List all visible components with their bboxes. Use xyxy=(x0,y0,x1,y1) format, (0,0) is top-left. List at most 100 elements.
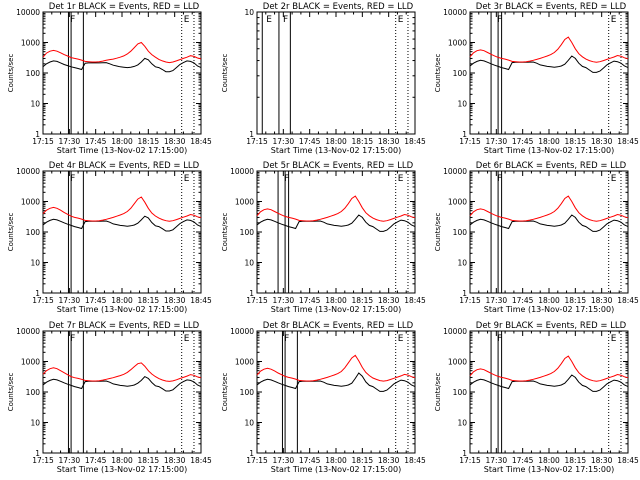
y-tick-label: 1000 xyxy=(235,358,254,367)
events-series-line xyxy=(42,375,202,392)
x-tick-label: 18:15 xyxy=(138,456,160,465)
x-tick-label: 18:45 xyxy=(404,137,426,146)
detector-panel: Det 4r BLACK = Events, RED = LLD 1 10 100 10… xyxy=(7,161,212,314)
y-tick-label: 10 xyxy=(244,8,254,17)
y-tick-label: 1 xyxy=(35,130,40,139)
x-tick-label: 17:15 xyxy=(246,137,268,146)
y-tick-label: 10000 xyxy=(230,167,254,176)
x-tick-label: 18:30 xyxy=(378,296,400,305)
x-axis-label: Start Time (13-Nov-02 17:15:00) xyxy=(57,305,187,314)
x-tick-label: 18:30 xyxy=(164,296,186,305)
event-flag: F xyxy=(70,174,75,184)
event-flag: F xyxy=(497,334,502,344)
y-tick-label: 10 xyxy=(244,419,254,428)
x-tick-label: 18:15 xyxy=(565,296,587,305)
events-series-line xyxy=(42,57,202,73)
y-tick-label: 10 xyxy=(457,100,467,109)
y-axis-label: Counts/sec xyxy=(221,213,229,252)
event-flag: E xyxy=(184,174,190,184)
x-tick-label: 17:15 xyxy=(459,456,481,465)
y-axis-label: Counts/sec xyxy=(434,373,442,412)
y-axis-label: Counts/sec xyxy=(7,54,15,93)
x-tick-label: 18:45 xyxy=(190,137,212,146)
y-tick-label: 10 xyxy=(457,259,467,268)
x-tick-label: 18:15 xyxy=(352,456,374,465)
events-series-line xyxy=(42,215,202,232)
x-tick-label: 18:45 xyxy=(404,456,426,465)
x-tick-label: 18:45 xyxy=(617,456,639,465)
y-tick-label: 10000 xyxy=(443,167,467,176)
x-tick-label: 18:00 xyxy=(538,456,560,465)
x-tick-label: 18:15 xyxy=(138,137,160,146)
events-series-line xyxy=(256,214,416,232)
event-flag: E xyxy=(398,15,404,25)
x-tick-label: 18:00 xyxy=(111,296,133,305)
x-tick-label: 18:45 xyxy=(190,296,212,305)
plot-frame xyxy=(42,170,202,294)
lld-series-line xyxy=(256,354,416,382)
y-tick-label: 10000 xyxy=(16,167,40,176)
x-axis-label: Start Time (13-Nov-02 17:15:00) xyxy=(271,305,401,314)
y-tick-label: 1 xyxy=(35,289,40,298)
event-flag: F xyxy=(284,334,289,344)
y-axis-label: Counts/sec xyxy=(7,373,15,412)
x-tick-label: 17:15 xyxy=(32,137,54,146)
panel-title: Det 8r BLACK = Events, RED = LLD xyxy=(263,321,414,331)
x-tick-label: 17:45 xyxy=(85,296,107,305)
y-tick-label: 1 xyxy=(249,130,254,139)
plot-frame xyxy=(256,330,416,454)
panel-title: Det 1r BLACK = Events, RED = LLD xyxy=(49,2,200,12)
y-tick-label: 1 xyxy=(35,449,40,458)
x-tick-label: 17:45 xyxy=(85,137,107,146)
y-tick-label: 10000 xyxy=(16,8,40,17)
y-axis-label: Counts/sec xyxy=(434,213,442,252)
event-flag: F xyxy=(497,174,502,184)
y-tick-label: 1 xyxy=(249,449,254,458)
x-tick-label: 17:30 xyxy=(59,456,81,465)
plot-frame xyxy=(469,170,629,294)
plot-frame xyxy=(469,11,629,135)
panel-title: Det 3r BLACK = Events, RED = LLD xyxy=(476,2,627,12)
y-tick-label: 10 xyxy=(30,419,40,428)
x-tick-label: 18:15 xyxy=(352,137,374,146)
x-axis-label: Start Time (13-Nov-02 17:15:00) xyxy=(484,465,614,474)
x-tick-label: 17:15 xyxy=(32,296,54,305)
x-tick-label: 17:30 xyxy=(59,296,81,305)
x-axis-label: Start Time (13-Nov-02 17:15:00) xyxy=(57,465,187,474)
event-flag: F xyxy=(284,174,289,184)
x-tick-label: 17:45 xyxy=(512,296,534,305)
panel-title: Det 5r BLACK = Events, RED = LLD xyxy=(263,161,414,171)
y-axis-label: Counts/sec xyxy=(221,373,229,412)
lld-series-line xyxy=(469,355,629,382)
y-tick-label: 1000 xyxy=(21,198,40,207)
x-tick-label: 17:30 xyxy=(486,456,508,465)
events-series-line xyxy=(469,214,629,232)
x-tick-label: 18:00 xyxy=(111,137,133,146)
y-tick-label: 1000 xyxy=(448,358,467,367)
x-tick-label: 17:30 xyxy=(59,137,81,146)
detector-panel: Det 6r BLACK = Events, RED = LLD 1 10 100 10… xyxy=(434,161,639,314)
y-tick-label: 100 xyxy=(453,69,468,78)
lld-series-line xyxy=(256,195,416,222)
detector-panel: Det 8r BLACK = Events, RED = LLD 1 10 100 10… xyxy=(221,321,426,474)
panel-title: Det 2r BLACK = Events, RED = LLD xyxy=(263,2,414,12)
x-tick-label: 18:00 xyxy=(325,296,347,305)
lld-series-line xyxy=(42,362,202,382)
y-tick-label: 1 xyxy=(462,449,467,458)
event-flag: E xyxy=(611,15,617,25)
x-tick-label: 17:45 xyxy=(299,456,321,465)
y-tick-label: 1 xyxy=(462,289,467,298)
x-tick-label: 18:30 xyxy=(378,137,400,146)
y-tick-label: 1000 xyxy=(448,198,467,207)
x-tick-label: 18:30 xyxy=(591,296,613,305)
y-tick-label: 100 xyxy=(453,228,468,237)
y-tick-label: 10000 xyxy=(443,8,467,17)
event-flag: E xyxy=(611,334,617,344)
x-tick-label: 17:15 xyxy=(32,456,54,465)
event-flag: E xyxy=(398,334,404,344)
x-axis-label: Start Time (13-Nov-02 17:15:00) xyxy=(484,146,614,155)
x-axis-label: Start Time (13-Nov-02 17:15:00) xyxy=(57,146,187,155)
event-flag: E xyxy=(398,174,404,184)
x-tick-label: 18:15 xyxy=(565,137,587,146)
x-tick-label: 17:30 xyxy=(486,296,508,305)
